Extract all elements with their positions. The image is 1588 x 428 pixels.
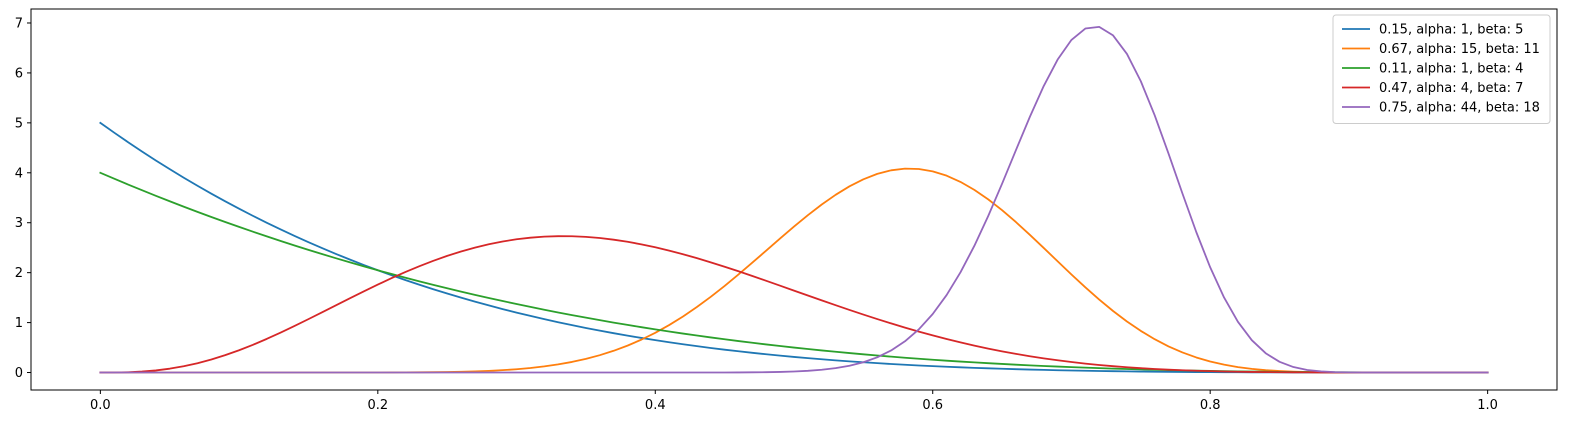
y-tick-label: 0	[15, 366, 23, 381]
x-tick-label: 0.6	[922, 398, 943, 413]
series-line-4	[99, 25, 1489, 374]
x-tick-label: 0.2	[367, 398, 388, 413]
legend-label: 0.75, alpha: 44, beta: 18	[1379, 101, 1540, 116]
plot-area	[30, 8, 1558, 391]
legend-label: 0.67, alpha: 15, beta: 11	[1379, 42, 1540, 57]
legend-label: 0.15, alpha: 1, beta: 5	[1379, 23, 1523, 38]
legend-label: 0.47, alpha: 4, beta: 7	[1379, 81, 1523, 96]
y-tick-label: 2	[15, 266, 23, 281]
series-layer	[99, 25, 1489, 374]
y-tick-label: 3	[15, 216, 23, 231]
x-tick-label: 0.4	[645, 398, 666, 413]
legend-box	[1332, 14, 1551, 124]
x-tick-label: 1.0	[1477, 398, 1498, 413]
y-tick-label: 7	[15, 16, 23, 31]
y-tick-label: 4	[15, 166, 23, 181]
plot-frame	[30, 8, 1558, 391]
x-axis: 0.0 0.2 0.4 0.6 0.8 1.0	[90, 390, 1498, 413]
y-tick-label: 1	[15, 316, 23, 331]
y-tick-label: 5	[15, 116, 23, 131]
legend: 0.15, alpha: 1, beta: 5 0.67, alpha: 15, …	[1332, 14, 1551, 124]
y-tick-label: 6	[15, 66, 23, 81]
x-tick-label: 0.0	[90, 398, 111, 413]
x-tick-label: 0.8	[1200, 398, 1221, 413]
legend-label: 0.11, alpha: 1, beta: 4	[1379, 62, 1523, 77]
series-line-3	[99, 235, 1489, 374]
y-axis: 0 1 2 3 4 5 6 7	[15, 16, 31, 381]
